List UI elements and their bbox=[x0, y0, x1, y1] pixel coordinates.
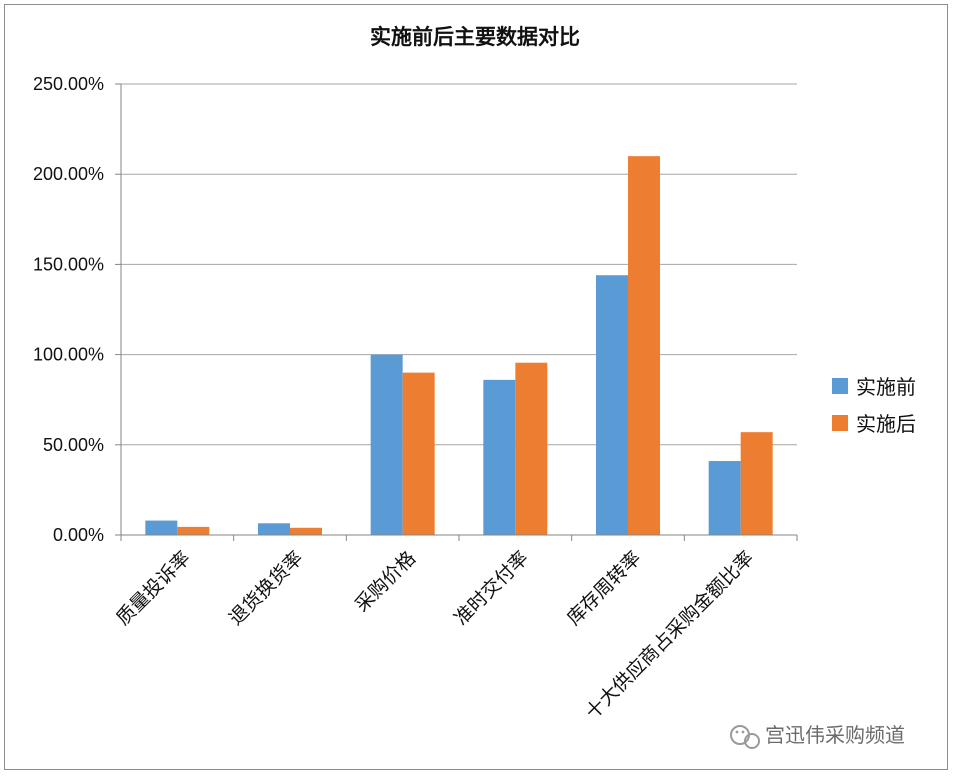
bar-实施前-准时交付率 bbox=[483, 379, 516, 535]
axes bbox=[120, 84, 798, 541]
legend-swatch bbox=[832, 378, 848, 394]
bar-实施前-库存周转率 bbox=[596, 275, 628, 535]
bar-实施前-质量投诉率 bbox=[145, 520, 178, 535]
x-tick-label: 库存周转率 bbox=[563, 547, 646, 630]
x-tick-label: 质量投诉率 bbox=[112, 547, 195, 630]
bar-实施后-退货换货率 bbox=[290, 527, 322, 535]
y-tick-label: 50.00% bbox=[43, 435, 104, 455]
bar-实施后-采购价格 bbox=[402, 372, 435, 535]
wechat-icon bbox=[730, 725, 760, 749]
bar-实施前-采购价格 bbox=[370, 354, 403, 535]
x-tick-label: 采购价格 bbox=[351, 547, 420, 616]
y-tick-label: 150.00% bbox=[33, 254, 104, 274]
watermark: 宫迅伟采购频道 bbox=[730, 723, 905, 749]
chart-title: 实施前后主要数据对比 bbox=[370, 25, 580, 49]
chart-frame bbox=[4, 4, 948, 770]
bar-实施后-准时交付率 bbox=[515, 362, 548, 535]
y-tick-label: 100.00% bbox=[33, 345, 104, 365]
bar-实施后-十大供应商占采购金额比率 bbox=[740, 432, 773, 535]
y-tick-label: 0.00% bbox=[53, 525, 104, 545]
legend-label: 实施后 bbox=[856, 412, 916, 436]
legend-label: 实施前 bbox=[856, 375, 916, 399]
watermark-text: 宫迅伟采购频道 bbox=[765, 723, 905, 747]
y-tick-label: 250.00% bbox=[33, 74, 104, 94]
y-tick-labels: 0.00% 50.00% 100.00% 150.00% 200.00% 250.00% bbox=[33, 74, 104, 545]
bar-实施前-退货换货率 bbox=[258, 523, 290, 535]
y-tick-label: 200.00% bbox=[33, 164, 104, 184]
bar-实施后-质量投诉率 bbox=[177, 526, 210, 535]
legend-swatch bbox=[832, 415, 848, 431]
x-tick-label: 退货换货率 bbox=[225, 547, 308, 630]
x-tick-label: 准时交付率 bbox=[450, 547, 533, 630]
bar-实施前-十大供应商占采购金额比率 bbox=[708, 461, 741, 535]
bar-实施后-库存周转率 bbox=[628, 156, 660, 535]
bars bbox=[145, 156, 773, 535]
gridlines bbox=[115, 83, 797, 536]
